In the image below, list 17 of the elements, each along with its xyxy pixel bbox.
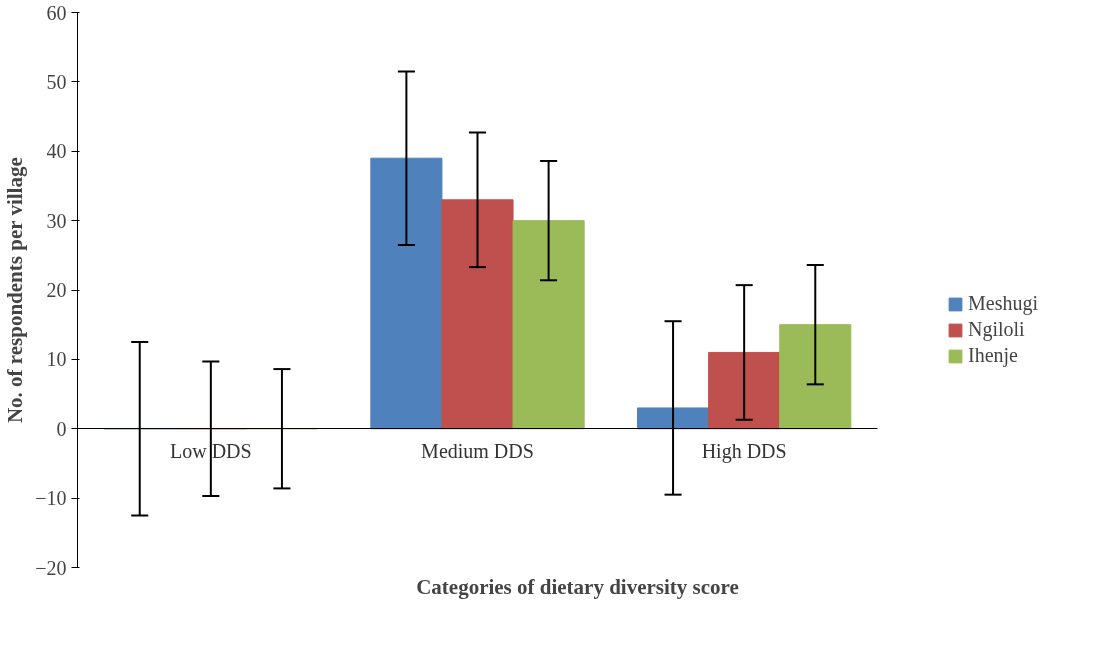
y-tick-label: −20 <box>35 556 67 579</box>
y-tick-label: 40 <box>46 140 67 163</box>
y-tick-label: 10 <box>46 348 67 371</box>
y-tick-label: 30 <box>46 209 67 232</box>
x-tick-label: Low DDS <box>170 439 252 462</box>
y-axis-title: No. of respondents per village <box>3 157 28 424</box>
y-tick-label: 0 <box>56 417 67 440</box>
y-tick-label: 60 <box>46 1 67 24</box>
legend-label: Meshugi <box>968 292 1038 315</box>
x-tick-label: Medium DDS <box>421 439 534 462</box>
legend-label: Ngiloli <box>968 318 1025 341</box>
legend-label: Ihenje <box>968 344 1018 367</box>
x-tick-label: High DDS <box>701 439 787 463</box>
y-tick-label: 50 <box>46 70 67 93</box>
y-tick-label: 20 <box>46 279 67 301</box>
x-axis-title: Categories of dietary diversity score <box>416 574 739 599</box>
y-tick-label: −10 <box>35 487 67 510</box>
